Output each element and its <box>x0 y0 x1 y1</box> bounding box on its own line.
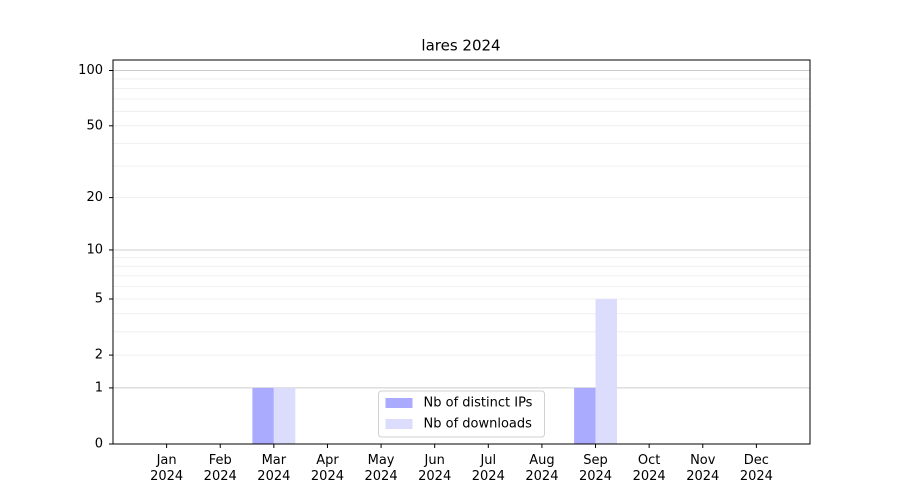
x-tick-label: Jan 2024 <box>150 453 184 484</box>
bar <box>252 387 274 444</box>
x-tick-label: Nov 2024 <box>686 453 720 484</box>
x-tick-label: Jun 2024 <box>418 453 452 484</box>
bar <box>574 387 596 444</box>
bar <box>595 298 617 444</box>
x-tick-label: Sep 2024 <box>578 453 613 484</box>
legend-swatch <box>385 419 413 429</box>
y-tick-label: 50 <box>86 118 103 133</box>
legend-label: Nb of distinct IPs <box>424 396 533 411</box>
x-tick-label: Dec 2024 <box>739 453 773 484</box>
x-tick-label: Aug 2024 <box>525 453 559 484</box>
y-tick-label: 0 <box>95 437 103 452</box>
x-tick-label: May 2024 <box>364 453 398 484</box>
x-tick-label: Mar 2024 <box>257 453 291 484</box>
legend-box <box>378 390 545 438</box>
x-tick-label: Apr 2024 <box>310 453 344 484</box>
y-tick-label: 2 <box>95 348 103 363</box>
x-tick-label: Jul 2024 <box>471 453 505 484</box>
legend-label: Nb of downloads <box>424 417 533 432</box>
chart-title: lares 2024 <box>421 37 500 55</box>
x-tick-label: Feb 2024 <box>203 453 237 484</box>
legend: Nb of distinct IPs Nb of downloads <box>378 390 545 438</box>
y-tick-label: 5 <box>95 291 103 306</box>
y-tick-label: 10 <box>86 242 103 257</box>
y-tick-label: 20 <box>86 190 103 205</box>
bar <box>273 387 296 444</box>
legend-swatch <box>385 398 413 408</box>
y-tick-label: 100 <box>78 63 103 78</box>
y-tick-label: 1 <box>95 380 103 395</box>
plot-frame <box>112 59 811 445</box>
x-tick-label: Oct 2024 <box>632 453 666 484</box>
